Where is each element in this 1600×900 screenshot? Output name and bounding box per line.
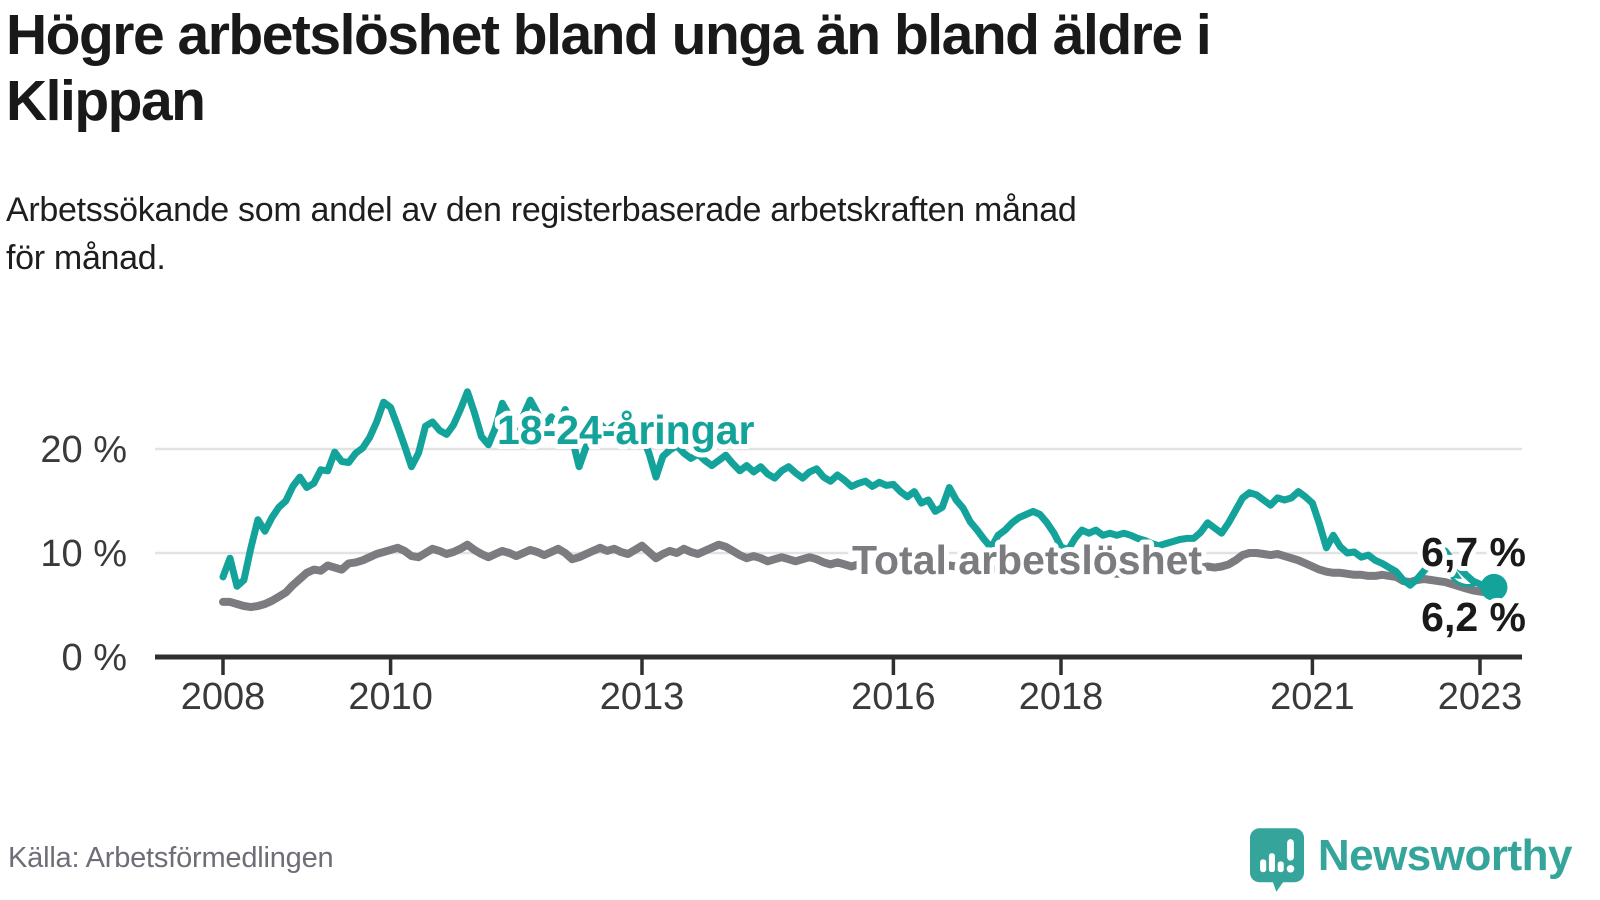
x-axis-label-2016: 2016 — [851, 676, 936, 718]
x-axis-label-2010: 2010 — [348, 676, 433, 718]
end-point-dot — [1480, 573, 1508, 601]
page-title: Högre arbetslöshet bland unga än bland ä… — [6, 2, 1586, 134]
y-axis-label-10: 10 % — [40, 533, 127, 575]
series-line-youth — [219, 388, 1498, 591]
brand-name: Newsworthy — [1317, 831, 1573, 880]
chart-subtitle-line-1: Arbetssökande som andel av den registerb… — [6, 191, 1077, 229]
source-note: Källa: Arbetsförmedlingen — [8, 842, 334, 874]
x-axis-label-2008: 2008 — [181, 676, 266, 718]
end-value-label-youth: 6,7 % — [1421, 529, 1526, 575]
y-axis-label-20: 20 % — [40, 429, 127, 471]
end-label-arrow — [1450, 576, 1483, 588]
y-axis-label-0: 0 % — [62, 637, 127, 679]
end-value-label-total: 6,2 % — [1421, 594, 1526, 640]
series-label-total: Total arbetslöshet — [852, 537, 1202, 583]
x-axis-label-2013: 2013 — [600, 676, 685, 718]
page-title-line-2: Klippan — [6, 69, 206, 134]
chart-subtitle-line-2: för månad. — [6, 239, 166, 278]
brand-logo[interactable]: Newsworthy — [1249, 828, 1573, 892]
x-axis-label-2023: 2023 — [1438, 676, 1523, 718]
series-line-total — [219, 540, 1498, 612]
newsworthy-icon — [1249, 828, 1304, 892]
page-title-line-1: Högre arbetslöshet bland unga än bland ä… — [6, 3, 1212, 67]
x-axis-label-2021: 2021 — [1270, 676, 1355, 718]
chart-subtitle: Arbetssökande som andel av den registerb… — [6, 186, 1566, 283]
series-label-youth: 18-24-åringar — [497, 407, 755, 453]
x-axis-label-2018: 2018 — [1019, 676, 1104, 718]
end-label-arrowhead — [1452, 570, 1462, 579]
